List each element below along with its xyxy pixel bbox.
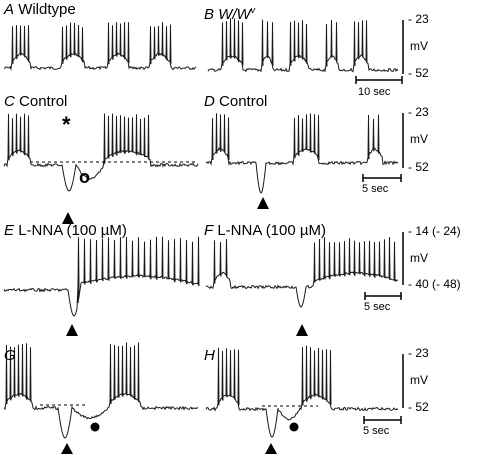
panel-label-b: B W/Wv <box>204 2 255 23</box>
scale-unit-row3: mV <box>410 251 428 265</box>
panel-title-d: Control <box>219 93 268 110</box>
panel-label-d: D Control <box>204 94 267 110</box>
time-bar-row2 <box>362 174 402 182</box>
filled-circle-h <box>289 422 299 432</box>
scale-top-row2: - 23 <box>408 105 429 119</box>
panel-title-b: W/W <box>218 6 251 23</box>
panel-letter-d: D <box>204 93 215 110</box>
scale-bottom-row1: - 52 <box>408 66 429 80</box>
panel-letter-b: B <box>204 6 215 23</box>
time-bar-row4 <box>363 416 402 424</box>
panel-label-e: E L-NNA (100 µM) <box>4 223 127 239</box>
panel-letter-a: A <box>4 1 15 18</box>
panel-label-a: A Wildtype <box>4 2 76 18</box>
stimulus-arrow-d <box>257 197 269 209</box>
panel-title-f: L-NNA (100 µM) <box>217 222 327 239</box>
open-circle-annotation: o <box>79 167 90 187</box>
time-label-row3: 5 sec <box>364 301 391 313</box>
scale-top-row4: - 23 <box>408 346 429 360</box>
trace-control-c <box>3 113 199 192</box>
trace-wwv <box>207 18 399 73</box>
scale-unit-row4: mV <box>410 373 428 387</box>
scale-bottom-row3: - 40 (- 48) <box>408 277 461 291</box>
stimulus-arrow-g <box>61 443 73 454</box>
trace-wildtype <box>3 22 197 71</box>
trace-g <box>3 342 199 439</box>
panel-title-a: Wildtype <box>18 1 76 18</box>
panel-letter-f: F <box>204 222 214 239</box>
panel-label-g: G <box>4 348 16 364</box>
panel-letter-g: G <box>4 347 16 364</box>
time-label-row2: 5 sec <box>362 183 389 195</box>
panel-title-c: Control <box>19 93 68 110</box>
asterisk-annotation: * <box>62 112 71 137</box>
stimulus-arrow-c <box>62 212 74 224</box>
panel-label-f: F L-NNA (100 µM) <box>204 223 326 239</box>
panel-letter-e: E <box>4 222 15 239</box>
trace-h <box>205 345 399 438</box>
panel-title-e: L-NNA (100 µM) <box>18 222 127 239</box>
trace-lnna-f <box>205 237 399 308</box>
scale-unit-row2: mV <box>410 132 428 146</box>
stimulus-arrow-f <box>296 324 308 336</box>
stimulus-arrow-h <box>265 443 277 454</box>
time-bar-row3 <box>364 292 402 300</box>
stimulus-arrow-e <box>66 324 78 336</box>
scale-bottom-row2: - 52 <box>408 160 429 174</box>
scale-unit-row1: mV <box>410 39 428 53</box>
panel-letter-h: H <box>204 347 215 364</box>
time-label-row1: 10 sec <box>358 86 391 98</box>
panel-label-c: C Control <box>4 94 67 110</box>
panel-title-b-sup: v <box>250 5 256 15</box>
trace-lnna-e <box>3 236 200 317</box>
filled-circle-g <box>90 422 100 432</box>
trace-control-d <box>205 113 399 194</box>
time-label-row4: 5 sec <box>363 425 390 437</box>
panel-label-h: H <box>204 348 215 364</box>
scale-top-row3: - 14 (- 24) <box>408 224 461 238</box>
panel-letter-c: C <box>4 93 15 110</box>
time-bar-row1 <box>355 76 403 84</box>
scale-top-row1: - 23 <box>408 12 429 26</box>
scale-bottom-row4: - 52 <box>408 400 429 414</box>
